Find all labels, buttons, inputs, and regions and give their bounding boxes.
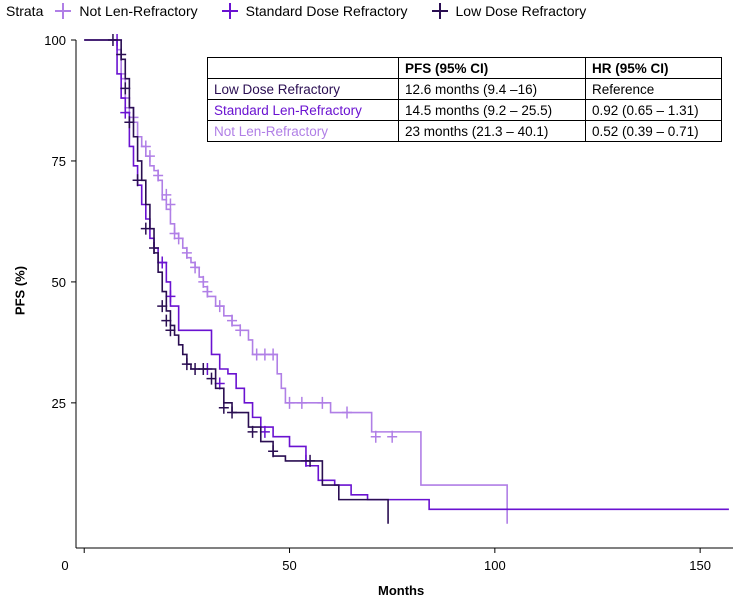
censor-mark (165, 198, 176, 211)
table-cell-strata: Not Len-Refractory (207, 120, 399, 142)
censor-mark (161, 314, 172, 327)
table-cell-hr: Reference (585, 78, 722, 100)
table-row: Standard Len-Refractory 14.5 months (9.2… (207, 99, 722, 121)
censor-mark (157, 300, 168, 313)
censor-mark (149, 242, 160, 255)
legend-label: Standard Dose Refractory (245, 3, 408, 19)
table-header-cell (207, 57, 399, 79)
censor-mark (235, 324, 246, 337)
table-row: Not Len-Refractory 23 months (21.3 – 40.… (207, 120, 722, 142)
censor-mark (247, 425, 258, 438)
censor-mark (296, 396, 307, 409)
censor-mark (173, 232, 184, 245)
table-cell-strata: Standard Len-Refractory (207, 99, 399, 121)
censor-mark (144, 150, 155, 163)
y-tick-label: 25 (52, 396, 66, 411)
table-header-cell: PFS (95% CI) (398, 57, 586, 79)
legend: Strata Not Len-Refractory Standard Dose … (0, 0, 610, 22)
censor-mark (169, 227, 180, 240)
legend-title: Strata (6, 3, 44, 19)
y-tick-label: 50 (52, 275, 66, 290)
y-axis-title: PFS (%) (12, 265, 28, 316)
censor-mark (268, 445, 279, 458)
censor-mark (107, 34, 118, 46)
censor-mark (190, 261, 201, 274)
table-header-row: PFS (95% CI) HR (95% CI) (207, 57, 722, 79)
censor-mark (218, 401, 229, 414)
censor-mark (161, 188, 172, 201)
table-cell-strata: Low Dose Refractory (207, 78, 399, 100)
y-tick-label: 100 (44, 33, 66, 48)
table-cell-pfs: 12.6 months (9.4 –16) (398, 78, 586, 100)
plus-marker-icon (55, 3, 72, 19)
censor-mark (132, 174, 143, 187)
censor-mark (268, 348, 279, 361)
table-cell-pfs: 23 months (21.3 – 40.1) (398, 120, 586, 142)
table-cell-hr: 0.92 (0.65 – 1.31) (585, 99, 722, 121)
legend-label: Low Dose Refractory (455, 3, 587, 19)
censor-mark (181, 358, 192, 371)
plus-marker-icon (431, 3, 448, 19)
plus-marker-icon (221, 3, 238, 19)
table-cell-hr: 0.52 (0.39 – 0.71) (585, 120, 722, 142)
x-tick-label: 50 (282, 558, 296, 573)
x-axis-title: Months (378, 583, 425, 598)
censor-mark (370, 430, 381, 443)
censor-mark (227, 314, 238, 327)
censor-mark (317, 396, 328, 409)
censor-mark (206, 372, 217, 385)
censor-mark (116, 48, 127, 61)
censor-mark (120, 82, 131, 95)
x-tick-label: 100 (484, 558, 506, 573)
legend-item-low: Low Dose Refractory (431, 3, 587, 19)
censor-mark (165, 324, 176, 337)
origin-tick-label: 0 (61, 558, 68, 573)
table-row: Low Dose Refractory 12.6 months (9.4 –16… (207, 78, 722, 100)
y-tick-label: 75 (52, 154, 66, 169)
censor-mark (227, 406, 238, 419)
censor-mark (120, 106, 131, 119)
censor-mark (140, 222, 151, 235)
censor-mark (387, 430, 398, 443)
censor-mark (342, 406, 353, 419)
censor-mark (181, 246, 192, 259)
series-line-1 (84, 39, 729, 511)
censor-mark (198, 275, 209, 288)
x-tick-label: 150 (689, 558, 711, 573)
table-header-cell: HR (95% CI) (585, 57, 722, 79)
censor-mark (202, 285, 213, 298)
censor-mark (124, 116, 135, 129)
censor-mark (214, 300, 225, 313)
series-line-2 (84, 39, 389, 524)
legend-item-standard: Standard Dose Refractory (221, 3, 408, 19)
stats-table: PFS (95% CI) HR (95% CI) Low Dose Refrac… (207, 57, 722, 142)
table-cell-pfs: 14.5 months (9.2 – 25.5) (398, 99, 586, 121)
censor-mark (153, 169, 164, 182)
legend-label: Not Len-Refractory (79, 3, 198, 19)
legend-item-not-len: Not Len-Refractory (55, 3, 198, 19)
censor-mark (284, 396, 295, 409)
censor-mark (305, 454, 316, 467)
censor-mark (198, 362, 209, 375)
censor-mark (140, 140, 151, 153)
